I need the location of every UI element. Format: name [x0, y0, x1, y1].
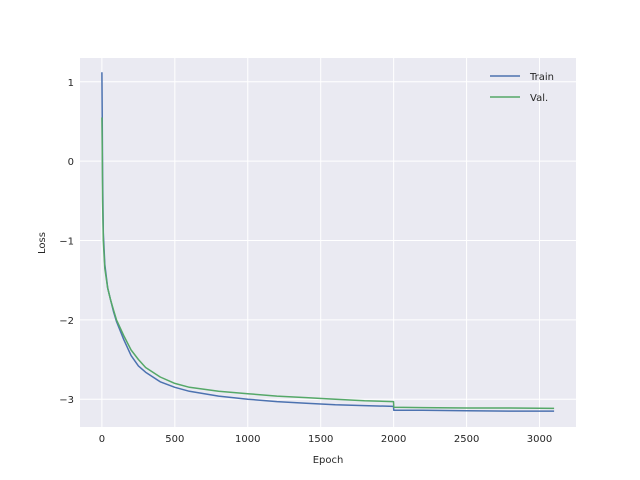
y-tick-label: −1: [59, 237, 74, 248]
x-tick-label: 0: [99, 434, 105, 445]
legend: Train Val.: [490, 72, 554, 104]
legend-label-train: Train: [529, 72, 554, 83]
x-tick-label: 2000: [381, 434, 406, 445]
y-tick-label: −2: [59, 316, 74, 327]
y-axis-label: Loss: [37, 232, 48, 254]
x-tick-label: 500: [165, 434, 184, 445]
x-tick-labels: 0 500 1000 1500 2000 2500 3000: [99, 434, 553, 445]
y-tick-labels: 1 0 −1 −2 −3: [59, 78, 74, 406]
series-layer: [101, 72, 555, 412]
legend-label-val: Val.: [530, 93, 548, 104]
y-tick-label: −3: [59, 395, 74, 406]
x-tick-label: 2500: [454, 434, 479, 445]
grid: [80, 58, 576, 427]
y-tick-label: 0: [68, 157, 74, 168]
plot-area: [80, 58, 576, 427]
x-tick-label: 1000: [235, 434, 260, 445]
x-tick-label: 1500: [308, 434, 333, 445]
series-line-val: [101, 117, 555, 410]
x-tick-label: 3000: [527, 434, 552, 445]
x-axis-label: Epoch: [313, 455, 344, 466]
y-tick-label: 1: [68, 78, 74, 89]
